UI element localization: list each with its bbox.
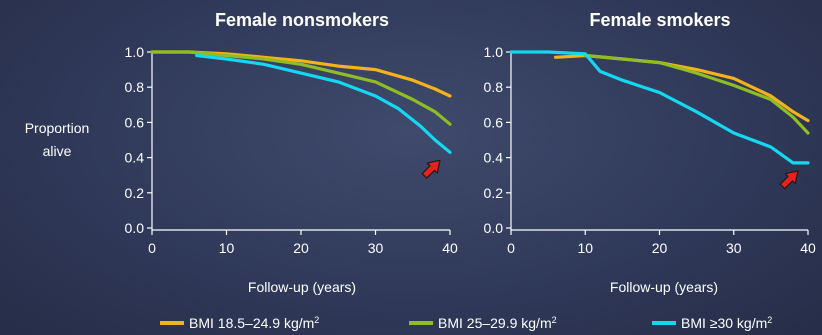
chart-panel-smokers: 0.0 0.2 0.4 0.6 0.8 1.0 0 10 20 30 40 [484,44,816,256]
y-tick-label: 0.2 [125,185,145,201]
series-line-bmi-overweight [150,50,452,126]
y-tick-label: 0.6 [125,114,145,130]
x-tick-label: 0 [148,240,156,256]
chart-panel-nonsmokers: 0.0 0.2 0.4 0.6 0.8 1.0 0 10 20 30 40 [125,44,458,256]
series-line-bmi-obese [195,53,452,154]
ylabel-line1: Proportion [25,120,90,136]
x-tick-label: 40 [800,240,816,256]
x-tick-label: 30 [726,240,742,256]
series-line-bmi-obese [509,50,810,165]
x-tick-label: 40 [442,240,458,256]
xlabel-nonsmokers: Follow-up (years) [248,279,356,295]
x-tick-label: 0 [507,240,515,256]
red-arrow-annotation [779,170,799,190]
legend-label-bmi-normal: BMI 18.5–24.9 kg/m2 [189,315,319,331]
y-tick-label: 0.4 [125,150,145,166]
series-line-bmi-overweight [583,53,810,135]
legend: BMI 18.5–24.9 kg/m2 BMI 25–29.9 kg/m2 BM… [160,315,772,331]
xlabel-smokers: Follow-up (years) [610,279,718,295]
x-tick-label: 30 [368,240,384,256]
ylabel-line2: alive [43,143,72,159]
x-tick-label: 10 [577,240,593,256]
y-tick-label: 1.0 [484,44,504,60]
y-tick-label: 0.2 [484,185,504,201]
y-tick-label: 1.0 [125,44,145,60]
x-tick-label: 20 [652,240,668,256]
y-tick-label: 0.6 [484,114,504,130]
panel-title-nonsmokers: Female nonsmokers [215,10,389,30]
legend-label-bmi-overweight: BMI 25–29.9 kg/m2 [438,315,557,331]
legend-label-bmi-obese: BMI ≥30 kg/m2 [681,315,772,331]
y-tick-label: 0.4 [484,150,504,166]
y-tick-label: 0.8 [125,79,145,95]
y-tick-label: 0.8 [484,79,504,95]
y-tick-label: 0.0 [484,220,504,236]
panel-title-smokers: Female smokers [589,10,730,30]
x-tick-label: 20 [293,240,309,256]
y-tick-label: 0.0 [125,220,145,236]
red-arrow-annotation [421,159,441,179]
x-tick-label: 10 [219,240,235,256]
